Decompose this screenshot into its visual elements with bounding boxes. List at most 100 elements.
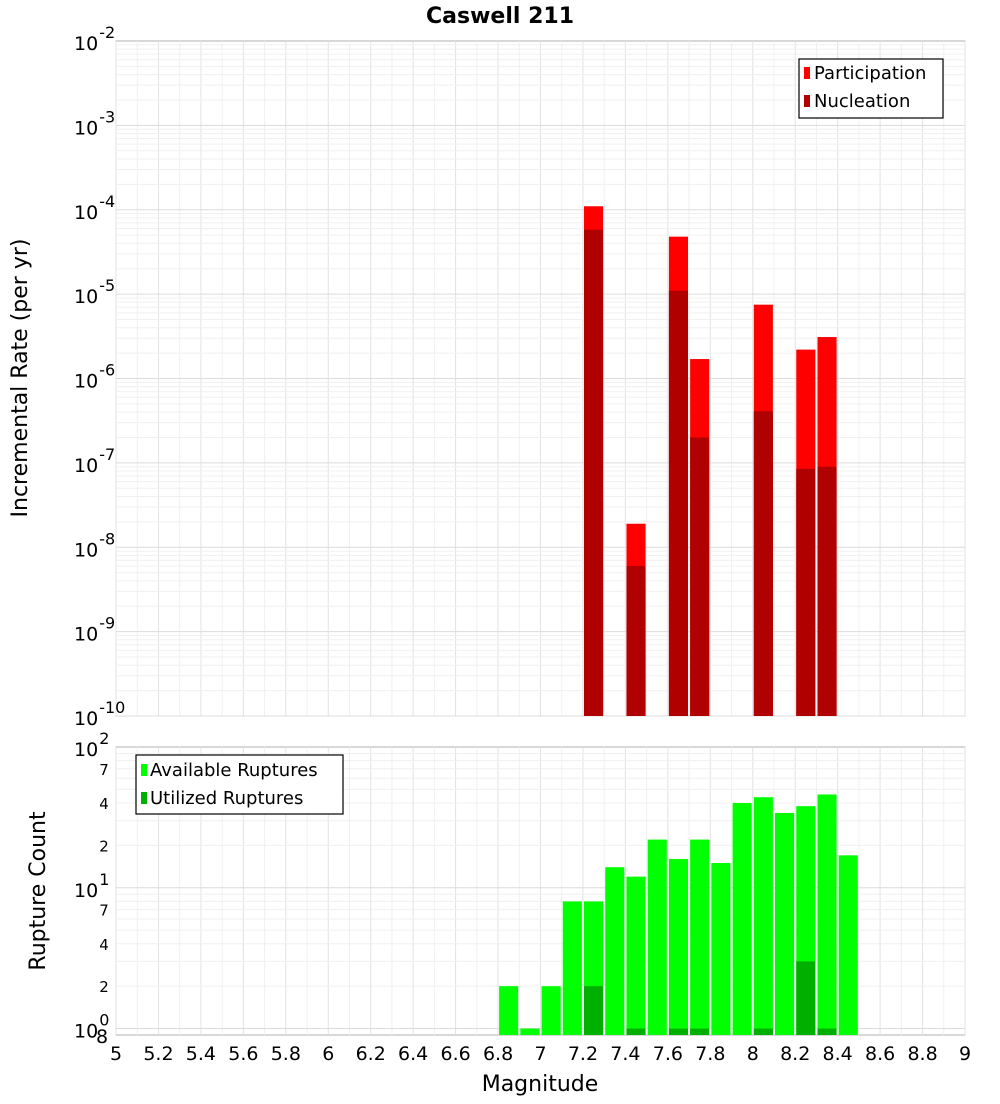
bars: [499, 206, 858, 1035]
x-tick-label: 7.2: [568, 1043, 598, 1065]
nucleation-legend-label: Nucleation: [814, 91, 910, 112]
x-tick-label: 7: [534, 1043, 546, 1065]
rate-y-tick-label: 10-8: [74, 529, 115, 561]
available-ruptures-bar: [838, 855, 858, 1035]
rate-legend-box: [798, 58, 944, 119]
utilized-ruptures-bar: [817, 1028, 837, 1035]
x-tick-label: 8.4: [823, 1043, 853, 1065]
x-tick-label: 5: [110, 1043, 122, 1065]
count-y-minor-tick-label: 4: [99, 936, 109, 954]
utilized-ruptures-bar: [690, 1028, 710, 1035]
x-axis-label: Magnitude: [482, 1072, 599, 1097]
rate-y-tick-label: 10-7: [74, 445, 115, 477]
x-tick-label: 7.4: [610, 1043, 640, 1065]
nucleation-bar: [668, 290, 689, 716]
rate-y-tick-label: 10-9: [74, 614, 115, 646]
nucleation-bar: [753, 411, 773, 716]
count-legend-box: [135, 754, 344, 815]
count-y-minor-tick-label: 2: [99, 837, 109, 855]
available-ruptures-legend-label: Available Ruptures: [150, 760, 318, 781]
chart-title: Caswell 211: [426, 4, 574, 29]
available-ruptures-bar: [499, 986, 519, 1035]
available-ruptures-bar: [668, 859, 689, 1035]
count-y-tick-label: 101: [74, 870, 109, 902]
available-ruptures-bar: [711, 862, 731, 1035]
x-tick-label: 5.8: [271, 1043, 301, 1065]
rate-y-axis-label: Incremental Rate (per yr): [8, 239, 33, 518]
utilized-ruptures-bar: [753, 1028, 773, 1035]
participation-legend-swatch: [804, 67, 810, 79]
count-y-minor-tick-label: 2: [99, 978, 109, 996]
utilized-ruptures-legend-label: Utilized Ruptures: [150, 788, 303, 809]
x-tick-label: 8.8: [907, 1043, 937, 1065]
rate-y-tick-label: 10-3: [74, 107, 115, 139]
nucleation-bar: [817, 466, 837, 716]
count-y-tick-exponent: 0: [99, 1011, 109, 1030]
count-y-extra-tick-label: 8: [96, 1026, 108, 1048]
available-ruptures-bar: [562, 901, 582, 1035]
count-y-tick-exponent: 1: [99, 870, 109, 889]
count-y-minor-tick-label: 7: [99, 902, 109, 920]
x-tick-label: 8: [747, 1043, 759, 1065]
rate-y-tick-exponent: -3: [99, 107, 115, 126]
rate-y-tick-exponent: -10: [99, 698, 125, 717]
available-ruptures-bar: [753, 797, 773, 1035]
rate-y-tick-exponent: -2: [99, 23, 115, 42]
nucleation-bar: [690, 437, 710, 716]
rate-y-tick-label: 10-10: [74, 698, 125, 730]
available-ruptures-legend-swatch: [141, 764, 147, 776]
utilized-ruptures-bar: [668, 1028, 689, 1035]
available-ruptures-bar: [520, 1028, 540, 1035]
x-tick-label: 6.2: [356, 1043, 386, 1065]
rate-y-tick-exponent: -6: [99, 361, 115, 380]
rate-y-tick-label: 10-6: [74, 361, 115, 393]
count-legend: Available Ruptures Utilized Ruptures: [135, 754, 344, 815]
x-tick-label: 8.6: [865, 1043, 895, 1065]
available-ruptures-bar: [541, 986, 561, 1035]
count-y-axis-label: Rupture Count: [26, 811, 51, 971]
grid-lines: [115, 41, 966, 1035]
count-y-minor-tick-label: 4: [99, 795, 109, 813]
rate-y-tick-label: 10-4: [74, 192, 115, 224]
available-ruptures-bar: [626, 876, 646, 1035]
x-tick-label: 6.6: [440, 1043, 470, 1065]
rate-y-tick-exponent: -7: [99, 445, 115, 464]
nucleation-bar: [796, 468, 816, 716]
x-tick-label: 7.6: [653, 1043, 683, 1065]
x-tick-label: 9: [959, 1043, 971, 1065]
available-ruptures-bar: [817, 794, 837, 1035]
utilized-ruptures-bar: [796, 961, 816, 1035]
available-ruptures-bar: [690, 839, 710, 1035]
rate-y-tick-label: 10-2: [74, 23, 115, 55]
rate-y-tick-exponent: -5: [99, 276, 115, 295]
nucleation-bar: [584, 229, 604, 717]
utilized-ruptures-bar: [626, 1028, 646, 1035]
available-ruptures-bar: [647, 839, 667, 1035]
available-ruptures-bar: [775, 812, 795, 1035]
rate-y-tick-label: 10-5: [74, 276, 115, 308]
participation-legend-label: Participation: [814, 63, 926, 84]
x-tick-label: 5.6: [228, 1043, 258, 1065]
x-tick-label: 5.4: [186, 1043, 216, 1065]
count-y-minor-tick-label: 7: [99, 761, 109, 779]
x-tick-label: 6.8: [483, 1043, 513, 1065]
count-y-tick-exponent: 2: [99, 729, 109, 748]
x-tick-label: 6: [322, 1043, 334, 1065]
utilized-ruptures-bar: [584, 986, 604, 1035]
rate-y-tick-exponent: -9: [99, 614, 115, 633]
utilized-ruptures-legend-swatch: [141, 792, 147, 804]
rate-y-tick-exponent: -8: [99, 529, 115, 548]
rate-y-tick-exponent: -4: [99, 192, 115, 211]
x-tick-label: 8.2: [780, 1043, 810, 1065]
nucleation-bar: [626, 565, 646, 716]
x-tick-label: 5.2: [143, 1043, 173, 1065]
available-ruptures-bar: [605, 867, 625, 1035]
count-y-tick-label: 102: [74, 729, 109, 761]
nucleation-legend-swatch: [804, 95, 810, 107]
x-tick-label: 6.4: [398, 1043, 428, 1065]
rate-legend: Participation Nucleation: [798, 58, 944, 119]
x-tick-label: 7.8: [695, 1043, 725, 1065]
available-ruptures-bar: [732, 803, 752, 1035]
